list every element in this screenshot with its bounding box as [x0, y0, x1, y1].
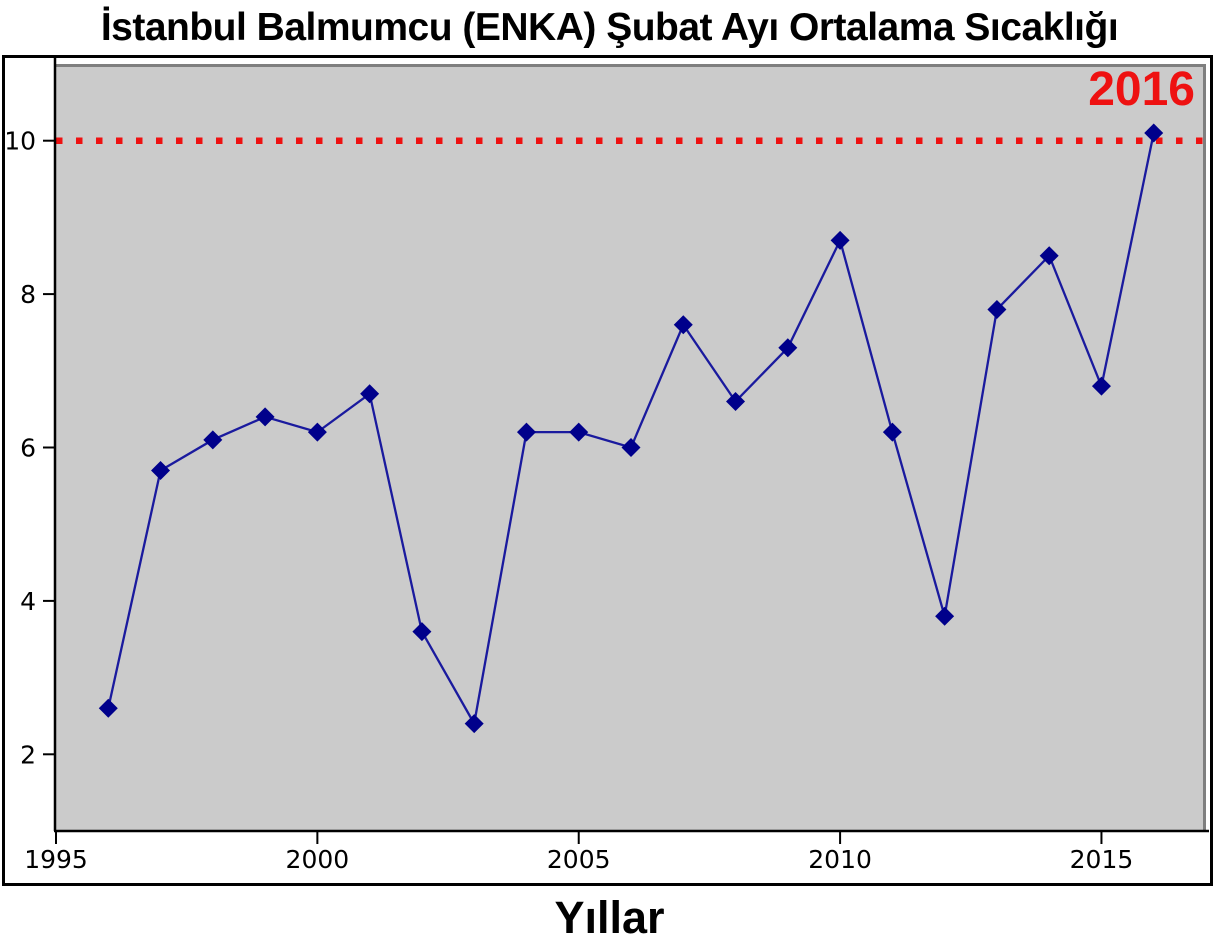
chart-title: İstanbul Balmumcu (ENKA) Şubat Ayı Ortal… — [100, 5, 1119, 49]
data-point-marker-2013 — [987, 299, 1007, 319]
data-point-marker-2002 — [412, 622, 432, 642]
data-point-marker-2005 — [569, 422, 589, 442]
y-tick-label: 6 — [20, 434, 36, 463]
data-point-marker-2010 — [830, 230, 850, 250]
data-point-marker-2003 — [464, 714, 484, 734]
x-axis-title: Yıllar — [554, 892, 665, 943]
data-point-marker-2004 — [516, 422, 536, 442]
data-point-marker-2014 — [1039, 246, 1059, 266]
y-tick-label: 4 — [20, 587, 36, 616]
x-tick-label: 2005 — [547, 845, 611, 874]
data-point-marker-1998 — [203, 430, 223, 450]
data-point-marker-2011 — [882, 422, 902, 442]
y-tick-label: 10 — [4, 127, 36, 156]
data-point-marker-2012 — [935, 606, 955, 626]
y-tick-label: 8 — [20, 280, 36, 309]
data-point-marker-1996 — [98, 698, 118, 718]
data-point-marker-2007 — [673, 315, 693, 335]
x-tick-label: 1995 — [24, 845, 88, 874]
data-point-marker-2015 — [1091, 376, 1111, 396]
data-point-marker-1997 — [151, 461, 171, 481]
x-tick-label: 2010 — [808, 845, 872, 874]
data-point-marker-2009 — [778, 338, 798, 358]
reference-year-annotation: 2016 — [1088, 63, 1195, 116]
x-tick-label: 2000 — [286, 845, 350, 874]
data-point-marker-2016 — [1144, 123, 1164, 143]
data-point-marker-2000 — [307, 422, 327, 442]
data-point-marker-2008 — [726, 391, 746, 411]
x-tick-label: 2015 — [1070, 845, 1134, 874]
data-point-marker-2006 — [621, 438, 641, 457]
data-point-marker-1999 — [255, 407, 275, 427]
y-tick-label: 2 — [20, 740, 36, 769]
data-point-marker-2001 — [360, 384, 380, 404]
